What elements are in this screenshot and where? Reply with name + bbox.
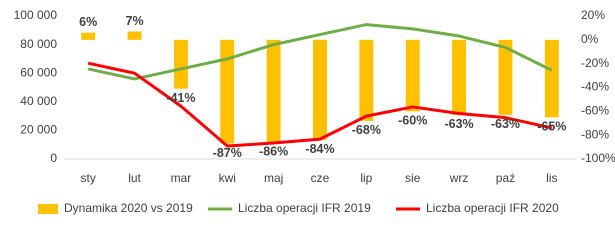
data-label: -60%: [398, 114, 427, 128]
line: [87, 23, 553, 81]
legend-swatch: [38, 204, 58, 214]
y-tick-label: 80 000: [20, 37, 57, 51]
x-tick-label: lip: [360, 171, 372, 185]
legend-label: Dynamika 2020 vs 2019: [64, 201, 193, 215]
x-tick-label: wrz: [449, 171, 469, 185]
data-label: -68%: [352, 123, 381, 137]
x-tick-label: lis: [546, 171, 557, 185]
data-label: 7%: [126, 14, 144, 28]
data-label: -84%: [305, 142, 334, 156]
y-tick-label: 20 000: [20, 123, 57, 137]
x-tick-label: cze: [311, 171, 330, 185]
y2-tick-label: -80%: [581, 127, 609, 141]
data-label: -41%: [166, 91, 195, 105]
x-tick-label: sie: [405, 171, 421, 185]
y2-tick-label: -100%: [581, 151, 615, 165]
bar: [266, 39, 281, 143]
x-tick-label: lut: [128, 171, 141, 185]
x-tick-label: kwi: [219, 171, 236, 185]
x-tick-label: mar: [171, 171, 192, 185]
data-label: -86%: [259, 145, 288, 159]
y2-tick-label: -40%: [581, 80, 609, 94]
bar: [452, 39, 467, 115]
bar: [544, 39, 559, 118]
page: 0 20 000 40 000 60 000 80 000 100 000 -100% -80…: [13, 8, 615, 216]
legend-label: Liczba operacji IFR 2020: [426, 201, 559, 215]
y2-tick-label: -60%: [581, 104, 609, 118]
bar: [173, 39, 188, 89]
data-label: -87%: [213, 146, 242, 160]
y-tick-label: 0: [50, 151, 57, 165]
bar: [498, 39, 513, 115]
y-tick-label: 100 000: [14, 8, 58, 22]
y2-tick-label: 0%: [581, 32, 599, 46]
chart: 0 20 000 40 000 60 000 80 000 100 000 -100% -80…: [14, 8, 615, 215]
x-tick-label: sty: [81, 171, 96, 185]
y2-tick-label: 20%: [581, 8, 605, 22]
data-label: -63%: [444, 117, 473, 131]
y2-tick-label: -20%: [581, 56, 609, 70]
data-label: 6%: [79, 15, 97, 29]
bar: [127, 31, 142, 40]
bar: [405, 39, 420, 112]
legend-label: Liczba operacji IFR 2019: [238, 201, 371, 215]
data-label: -65%: [537, 120, 566, 134]
bar: [313, 39, 327, 140]
data-label: -63%: [491, 117, 520, 131]
y-tick-label: 60 000: [20, 65, 57, 79]
bar: [81, 32, 96, 40]
y-tick-label: 40 000: [20, 94, 57, 108]
line: [87, 61, 553, 148]
bar: [359, 39, 374, 121]
x-tick-label: maj: [264, 171, 283, 185]
bar: [220, 39, 235, 144]
x-tick-label: paź: [496, 171, 515, 185]
